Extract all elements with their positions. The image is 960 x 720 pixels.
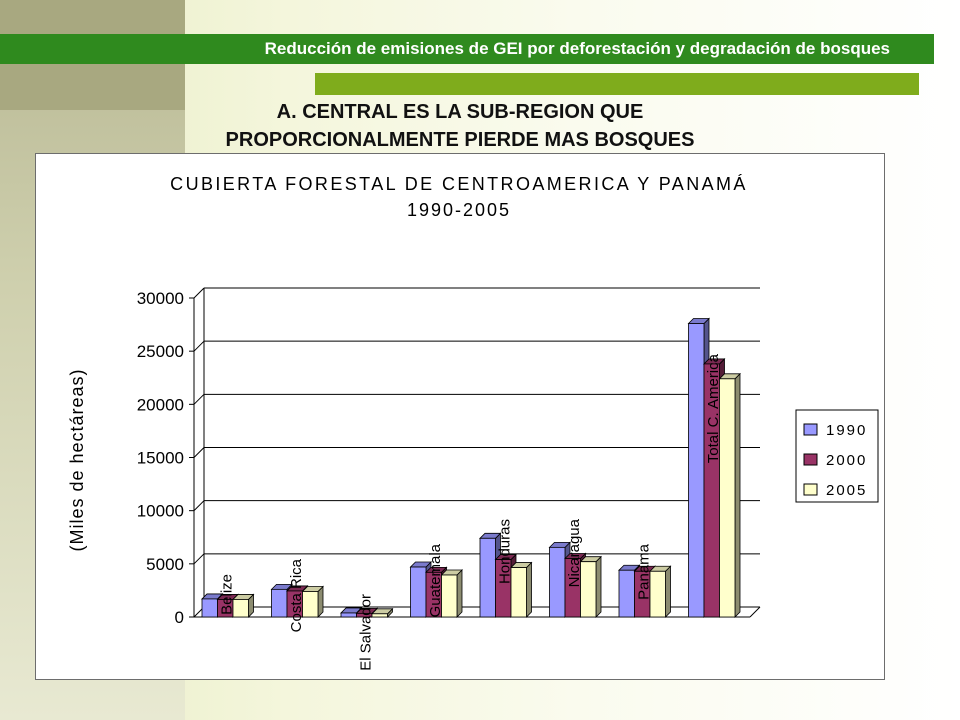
bar-nicaragua-2005 (579, 555, 602, 618)
gridline-side (193, 500, 205, 512)
gridline-side (193, 340, 205, 352)
y-tick-label: 10000 (137, 502, 184, 521)
legend-swatch (803, 453, 818, 466)
chart-subtitle: 1990-2005 (407, 200, 511, 220)
chart-panel: CUBIERTA FORESTAL DE CENTROAMERICA Y PAN… (35, 153, 885, 680)
legend-swatch (803, 483, 818, 496)
header-title: Reducción de emisiones de GEI por defore… (264, 39, 890, 58)
category-label: Panama (635, 543, 652, 600)
category-label: Costa Rica (288, 558, 305, 632)
floor-edge (749, 606, 761, 618)
legend-label: 1990 (826, 422, 867, 439)
category-label: Guatemala (427, 543, 444, 617)
bar-chart: CUBIERTA FORESTAL DE CENTROAMERICA Y PAN… (67, 174, 879, 671)
bar-guatemala-2005 (440, 569, 463, 618)
slide-title-line-2: PROPORCIONALMENTE PIERDE MAS BOSQUES (225, 129, 695, 151)
y-tick-label: 20000 (137, 395, 184, 414)
bar-el-salvador-2005 (371, 607, 394, 618)
category-label: Total C. America (705, 353, 722, 463)
category-label: Belize (218, 574, 235, 615)
bar-total-c-america-2005 (718, 372, 741, 618)
category-label: Nicaragua (566, 518, 583, 587)
gridline-side (193, 287, 205, 299)
chart-legend: 1990 2000 2005 (795, 409, 879, 503)
category-label: Honduras (496, 519, 513, 584)
legend-label: 2005 (826, 482, 867, 499)
gridline-side (193, 553, 205, 565)
y-tick-label: 5000 (146, 555, 184, 574)
y-axis-label: (Miles de hectáreas) (67, 368, 87, 551)
y-tick-label: 25000 (137, 342, 184, 361)
y-tick-label: 30000 (137, 289, 184, 308)
y-tick-label: 15000 (137, 449, 184, 468)
legend-label: 2000 (826, 452, 867, 469)
bar-honduras-2005 (510, 561, 533, 618)
y-tick-label: 0 (175, 608, 184, 627)
bar-costa-rica-2005 (301, 585, 324, 618)
accent-bar (315, 73, 919, 95)
bar-belize-2005 (232, 593, 255, 618)
bar-panama-2005 (649, 565, 672, 618)
slide-title: A. CENTRAL ES LA SUB-REGION QUE PROPORCI… (100, 98, 820, 154)
category-label: El Salvador (357, 594, 374, 671)
gridline-side (193, 447, 205, 458)
chart-title: CUBIERTA FORESTAL DE CENTROAMERICA Y PAN… (170, 174, 748, 194)
slide-title-line-1: A. CENTRAL ES LA SUB-REGION QUE (276, 101, 644, 123)
gridline-side (193, 393, 205, 405)
legend-swatch (803, 423, 818, 436)
header-bar: Reducción de emisiones de GEI por defore… (0, 34, 934, 64)
